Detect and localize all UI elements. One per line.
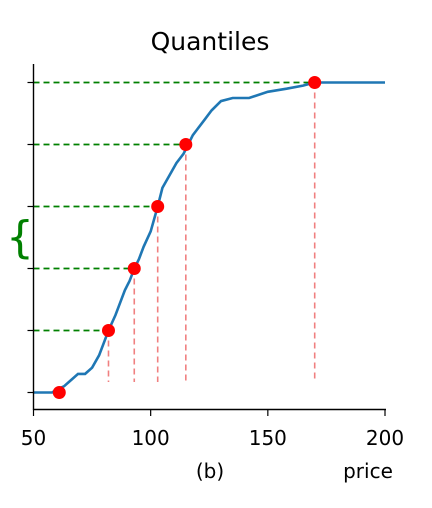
x-tick-label-0: 50 <box>21 426 46 450</box>
quantile-point-0 <box>52 386 66 399</box>
vertical-guide-lines <box>107 82 316 382</box>
green-brace-marker: { <box>6 212 34 263</box>
chart-title: Quantiles <box>151 27 270 56</box>
quantile-point-5 <box>308 76 322 89</box>
quantile-point-2 <box>127 262 141 275</box>
x-tick-label-3: 200 <box>366 426 404 450</box>
horizontal-guide-lines <box>33 81 315 394</box>
x-tick-label-2: 150 <box>249 426 287 450</box>
quantile-point-3 <box>151 200 165 213</box>
x-tick-label-1: 100 <box>132 426 170 450</box>
x-axis-label: price <box>343 459 393 483</box>
quantile-point-1 <box>101 324 115 337</box>
x-axis-ticks: 50 100 150 200 <box>21 409 404 450</box>
quantile-points <box>52 76 322 399</box>
figure-caption: (b) <box>196 459 224 483</box>
quantile-point-4 <box>179 138 193 151</box>
cdf-line <box>33 81 385 394</box>
y-axis-ticks <box>27 81 34 394</box>
